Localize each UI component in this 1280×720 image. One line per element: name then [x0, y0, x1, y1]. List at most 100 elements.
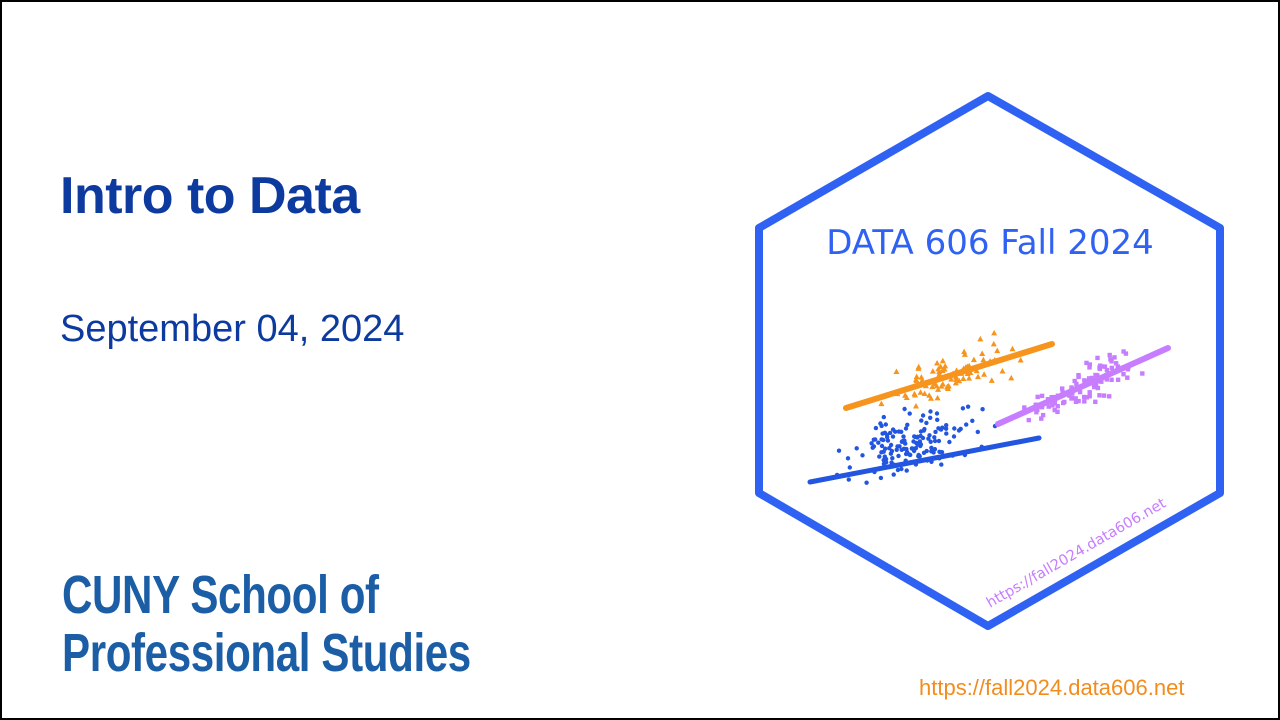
- purple-point: [1107, 352, 1112, 358]
- orange-point: [994, 347, 1001, 354]
- blue-point: [980, 407, 985, 412]
- blue-point: [960, 406, 966, 411]
- blue-point: [836, 448, 842, 453]
- purple-point: [1140, 371, 1145, 376]
- purple-point: [1125, 367, 1131, 372]
- orange-point: [977, 335, 984, 342]
- blue-point: [870, 445, 875, 450]
- orange-point: [902, 392, 909, 398]
- purple-point: [1109, 377, 1114, 382]
- orange-point: [988, 377, 995, 383]
- blue-point: [887, 430, 893, 436]
- orange-point: [970, 356, 977, 363]
- orange-point: [913, 377, 920, 384]
- blue-point: [913, 446, 919, 451]
- blue-point: [965, 404, 971, 409]
- purple-point: [1098, 363, 1103, 368]
- blue-point: [956, 428, 962, 433]
- blue-point: [873, 437, 878, 442]
- blue-point: [887, 446, 892, 451]
- purple-point: [1073, 396, 1078, 401]
- orange-point: [893, 368, 900, 375]
- blue-point: [907, 411, 912, 416]
- orange-point: [956, 377, 963, 384]
- cuny-sps-logo: CUNY School of Professional Studies: [62, 566, 471, 682]
- orange-point: [938, 383, 945, 389]
- blue-point: [937, 449, 942, 454]
- purple-point: [1121, 349, 1126, 354]
- blue-point: [944, 423, 949, 428]
- orange-point: [912, 402, 919, 409]
- blue-point: [928, 409, 933, 414]
- purple-point: [1035, 394, 1040, 400]
- purple-point: [1034, 410, 1039, 415]
- blue-point: [943, 426, 949, 431]
- purple-point: [1093, 372, 1098, 378]
- purple-point: [1072, 378, 1077, 384]
- blue-point: [933, 429, 938, 435]
- orange-point: [935, 365, 942, 372]
- purple-point: [1113, 361, 1119, 366]
- blue-point: [917, 453, 922, 458]
- blue-point: [899, 466, 904, 472]
- hex-sticker-graphic: DATA 606 Fall 2024 https://fall2024.data…: [755, 92, 1224, 630]
- blue-point: [964, 422, 969, 427]
- orange-point: [917, 389, 924, 395]
- orange-point: [990, 340, 997, 347]
- blue-point: [909, 446, 915, 451]
- purple-point: [1087, 394, 1092, 399]
- purple-point: [1109, 359, 1114, 364]
- orange-point: [999, 368, 1006, 374]
- blue-point: [899, 447, 904, 452]
- purple-point: [1022, 405, 1027, 410]
- blue-point: [939, 462, 944, 467]
- purple-point: [1082, 399, 1087, 404]
- purple-point: [1069, 385, 1074, 390]
- blue-point: [919, 418, 924, 423]
- blue-point: [932, 447, 938, 452]
- blue-point: [970, 418, 975, 423]
- purple-trend-line: [995, 345, 1171, 427]
- hex-heading: DATA 606 Fall 2024: [826, 223, 1154, 263]
- purple-point: [1086, 376, 1092, 381]
- orange-point: [929, 368, 936, 374]
- blue-point: [890, 456, 895, 461]
- orange-point: [1008, 374, 1015, 381]
- blue-trend-line: [807, 435, 1042, 485]
- blue-point: [975, 429, 980, 435]
- footer-url-link[interactable]: https://fall2024.data606.net: [919, 675, 1185, 700]
- blue-point: [902, 406, 907, 412]
- orange-point: [961, 351, 968, 357]
- orange-point: [1009, 345, 1016, 352]
- orange-point: [991, 329, 998, 336]
- blue-point: [928, 415, 933, 420]
- orange-point: [952, 379, 959, 386]
- scatter-points: [834, 329, 1145, 485]
- blue-point: [935, 417, 940, 422]
- blue-point: [940, 425, 945, 430]
- purple-point: [1069, 396, 1074, 401]
- orange-point: [1017, 357, 1024, 363]
- blue-point: [845, 456, 851, 461]
- blue-point: [885, 438, 891, 443]
- orange-point: [944, 383, 951, 389]
- orange-point: [960, 375, 967, 382]
- orange-point: [939, 357, 946, 364]
- blue-point: [918, 429, 924, 434]
- blue-point: [877, 454, 882, 459]
- purple-point: [1087, 365, 1092, 370]
- blue-point: [918, 433, 923, 439]
- blue-point: [879, 443, 885, 449]
- blue-point: [890, 427, 896, 432]
- blue-point: [944, 431, 949, 436]
- purple-point: [1039, 393, 1045, 399]
- purple-point: [1107, 394, 1112, 399]
- blue-point: [920, 413, 926, 418]
- purple-point: [1055, 404, 1060, 409]
- logo-line-2: Professional Studies: [62, 623, 471, 683]
- blue-point: [873, 425, 879, 431]
- purple-point: [1097, 393, 1102, 398]
- purple-point: [1084, 395, 1090, 400]
- orange-point: [929, 383, 936, 390]
- purple-point: [1087, 362, 1092, 367]
